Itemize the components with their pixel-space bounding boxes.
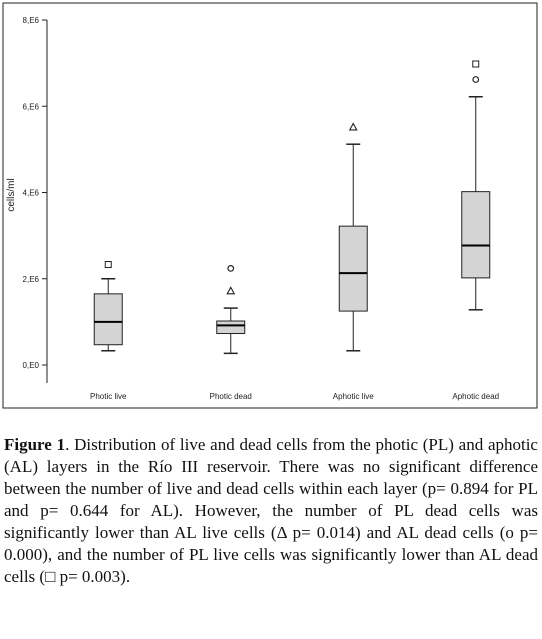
box-iqr: [93, 293, 123, 346]
x-category-label: Aphotic live: [333, 392, 374, 401]
plot-frame: [2, 2, 538, 409]
box-iqr: [338, 225, 368, 312]
outlier-circle-marker: [472, 76, 480, 83]
outlier-triangle-marker: [348, 122, 358, 131]
y-axis-ticks: 0,E0 2,E6 4,E6 6,E6 8,E6: [23, 16, 47, 370]
y-tick-label: 6,E6: [23, 102, 40, 111]
box-iqr: [461, 191, 491, 279]
box-series: [93, 60, 491, 355]
x-category-label: Photic live: [90, 392, 127, 401]
y-tick-label: 8,E6: [23, 16, 40, 25]
caption-text: . Distribution of live and dead cells fr…: [4, 435, 538, 586]
outlier-square-marker: [472, 60, 480, 68]
y-tick-label: 0,E0: [23, 361, 40, 370]
outlier-triangle-marker: [226, 286, 236, 295]
outlier-circle-marker: [227, 265, 235, 272]
box-iqr: [216, 320, 246, 335]
x-category-label: Photic dead: [210, 392, 252, 401]
outlier-square-marker: [104, 261, 112, 269]
x-category-label: Aphotic dead: [452, 392, 499, 401]
figure-caption: Figure 1. Distribution of live and dead …: [4, 434, 538, 588]
caption-label: Figure 1: [4, 435, 66, 454]
boxplot-chart: cells/ml 0,E0 2,E6 4,E6 6,E6 8,E6 Photic liv…: [2, 2, 538, 409]
y-axis-title: cells/ml: [6, 178, 17, 211]
y-tick-label: 4,E6: [23, 189, 40, 198]
y-tick-label: 2,E6: [23, 275, 40, 284]
x-axis-categories: Photic live Photic dead Aphotic live Aphoti…: [90, 392, 499, 401]
